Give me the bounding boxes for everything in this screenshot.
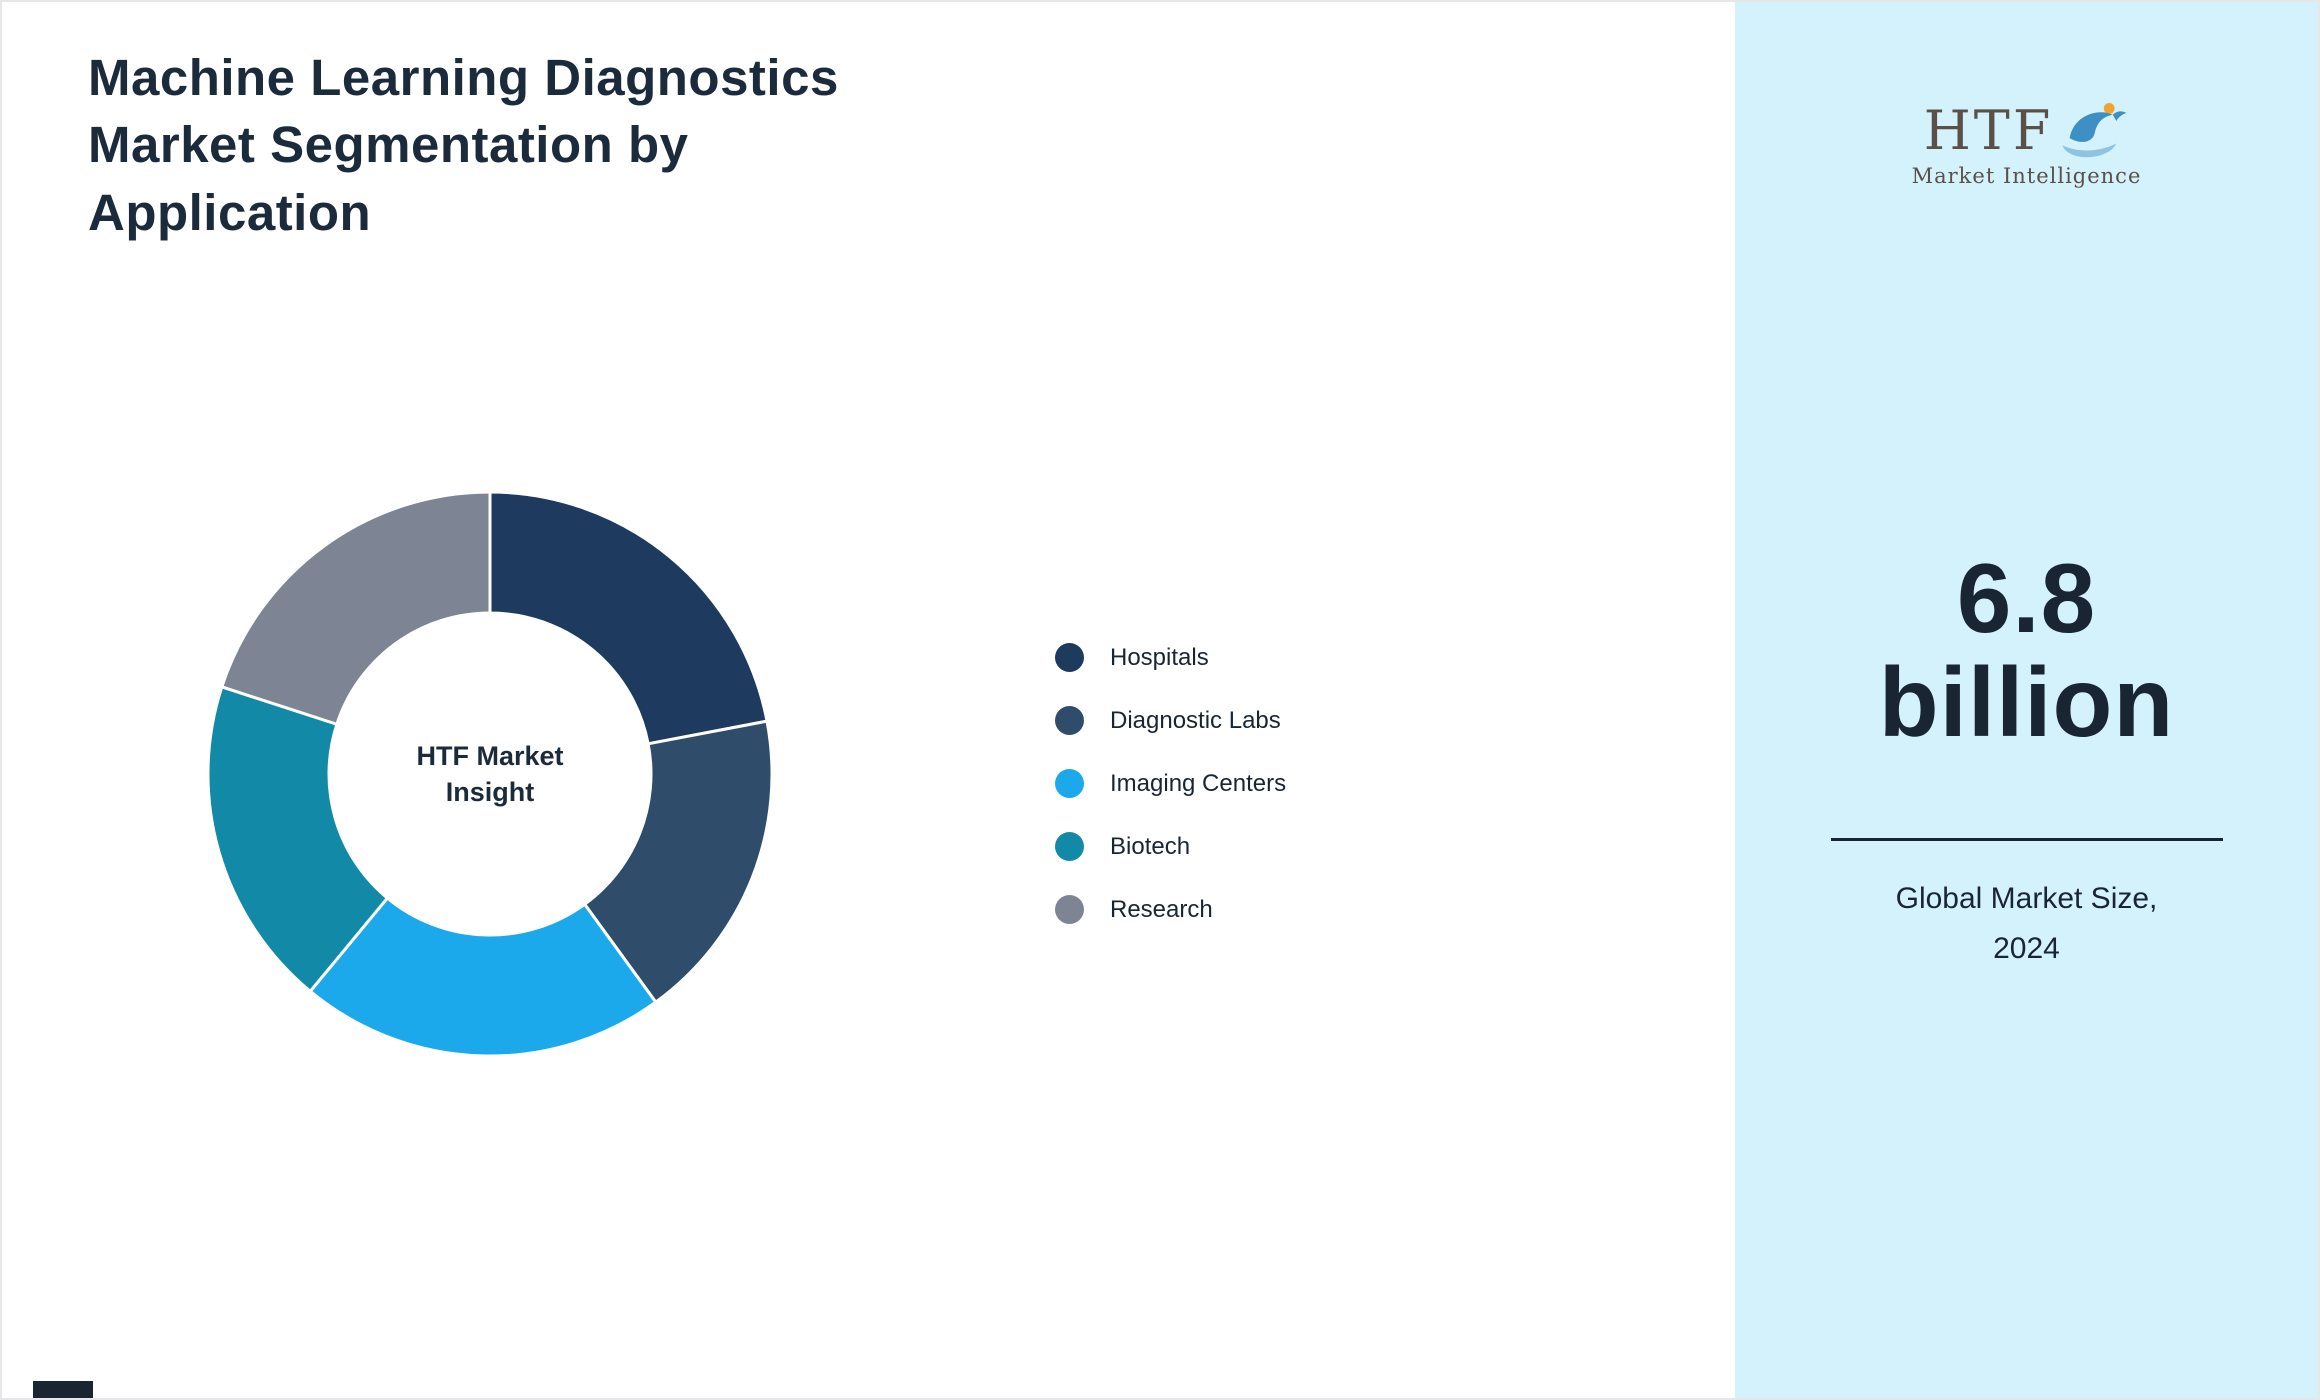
legend-label: Diagnostic Labs [1110, 706, 1281, 734]
legend-item: Biotech [1055, 832, 1286, 861]
legend-color-swatch [1055, 832, 1084, 861]
logo-tagline: Market Intelligence [1911, 164, 2142, 188]
market-size-value-text: 6.8 billion [1878, 543, 2175, 757]
legend-color-swatch [1055, 895, 1084, 924]
legend-item: Hospitals [1055, 643, 1286, 672]
divider-line [1830, 838, 2223, 841]
legend-item: Diagnostic Labs [1055, 706, 1286, 735]
donut-segment-diagnostic-labs [583, 719, 774, 1004]
logo-brand-text: HTF [1923, 98, 2054, 162]
legend-label: Research [1110, 895, 1213, 923]
donut-chart-svg [206, 490, 774, 1058]
market-size-caption: Global Market Size, 2024 [1735, 874, 2318, 973]
donut-segment-hospitals [488, 490, 769, 746]
donut-segment-imaging-centers [308, 896, 658, 1058]
donut-chart: HTF Market Insight [205, 489, 775, 1059]
donut-segment-research [220, 490, 492, 726]
page-title: Machine Learning Diagnostics Market Segm… [88, 49, 839, 241]
legend-label: Biotech [1110, 832, 1191, 860]
brand-logo: HTF Market Intelligence [1735, 98, 2318, 189]
highlight-panel: HTF Market Intelligence 6.8 billion Glob… [1735, 2, 2318, 1398]
market-size-value: 6.8 billion [1735, 543, 2318, 757]
footer-accent-bar [33, 1381, 93, 1398]
chart-legend: Hospitals Diagnostic Labs Imaging Center… [1055, 643, 1286, 924]
legend-color-swatch [1055, 706, 1084, 735]
legend-label: Hospitals [1110, 643, 1209, 671]
legend-item: Imaging Centers [1055, 769, 1286, 798]
dolphin-icon [2062, 103, 2127, 158]
legend-label: Imaging Centers [1110, 769, 1287, 797]
legend-item: Research [1055, 895, 1286, 924]
brand-logo-row: HTF [1735, 98, 2318, 162]
legend-color-swatch [1055, 643, 1084, 672]
legend-color-swatch [1055, 769, 1084, 798]
donut-segment-biotech [206, 685, 389, 993]
market-size-caption-text: Global Market Size, 2024 [1895, 882, 2158, 965]
